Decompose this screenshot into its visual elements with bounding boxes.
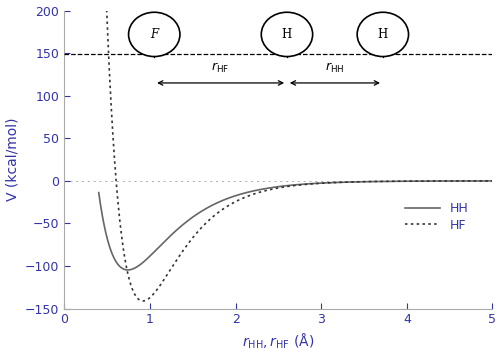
Text: H: H [281,28,292,41]
Text: F: F [150,28,158,41]
Y-axis label: V (kcal/mol): V (kcal/mol) [6,118,20,201]
Text: H: H [377,28,387,41]
Ellipse shape [356,12,408,56]
Legend: HH, HF: HH, HF [399,197,472,237]
Ellipse shape [128,12,179,56]
X-axis label: $r_{\mathrm{HH}},r_{\mathrm{HF}}$ (Å): $r_{\mathrm{HH}},r_{\mathrm{HF}}$ (Å) [242,332,314,351]
Ellipse shape [261,12,312,56]
Text: $r_{\mathrm{HF}}$: $r_{\mathrm{HF}}$ [211,61,229,75]
Text: $r_{\mathrm{HH}}$: $r_{\mathrm{HH}}$ [325,61,344,75]
